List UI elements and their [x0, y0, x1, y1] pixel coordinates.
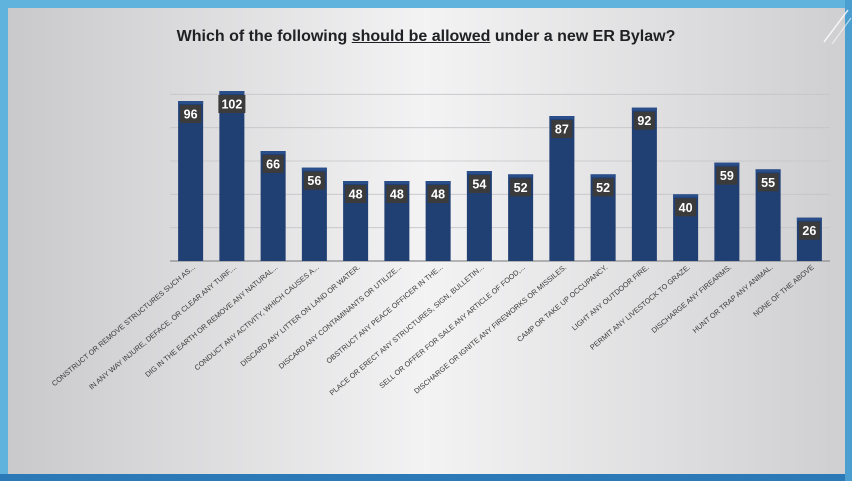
category-tick-label: HUNT OR TRAP ANY ANIMAL.	[691, 263, 775, 335]
data-label-box	[427, 185, 449, 203]
data-label-box	[675, 198, 697, 217]
data-label-box	[592, 178, 614, 197]
bar-top-edge	[343, 181, 369, 184]
data-label: 52	[596, 181, 610, 195]
data-label-box	[798, 221, 820, 240]
bar-top-edge	[549, 116, 575, 119]
bar	[549, 116, 575, 261]
bar-top-edge	[384, 181, 410, 184]
data-label-box	[386, 185, 408, 203]
data-label-box	[510, 178, 532, 197]
data-label: 102	[221, 98, 242, 112]
data-label: 40	[679, 201, 693, 215]
data-label-box	[551, 120, 573, 138]
bar-top-edge	[301, 167, 327, 171]
data-label: 66	[266, 158, 280, 172]
chart-title-part-2: under a new ER Bylaw?	[490, 28, 676, 45]
bar-top-edge	[178, 101, 204, 104]
data-label: 52	[514, 181, 528, 195]
data-label: 87	[555, 123, 569, 137]
bar-top-edge	[796, 217, 822, 221]
category-tick-label: DISCHARGE OR IGNITE ANY FIREWORKS OR MIS…	[412, 263, 568, 396]
category-tick-label: SELL OR OFFER FOR SALE ANY ARTICLE OF FO…	[377, 263, 527, 390]
slide-frame-bottom	[0, 474, 852, 481]
corner-decoration	[823, 9, 852, 44]
data-label-box	[633, 111, 655, 130]
chart-title-part-1: Which of the following	[176, 28, 352, 45]
data-label: 92	[637, 114, 651, 128]
data-label: 55	[761, 176, 775, 190]
bar	[631, 107, 657, 262]
data-label: 48	[349, 188, 363, 202]
bar	[219, 91, 245, 261]
bar-top-edge	[755, 169, 781, 173]
category-tick-label: DISCHARGE ANY FIREARMS.	[650, 263, 734, 335]
data-label: 26	[802, 224, 816, 238]
slide-frame-left	[0, 0, 8, 481]
data-label-box	[180, 105, 202, 123]
data-label-box	[468, 175, 490, 193]
data-label-box	[716, 166, 738, 185]
data-label-box	[345, 185, 367, 203]
bar-top-edge	[714, 162, 740, 166]
data-label: 59	[720, 169, 734, 183]
bar-top-edge	[673, 194, 699, 198]
slide-frame-top	[0, 0, 852, 8]
data-label: 54	[472, 178, 486, 192]
category-tick-label: PLACE OR ERECT ANY STRUCTURES, SIGN, BUL…	[328, 263, 486, 398]
bar-top-edge	[590, 174, 616, 178]
bar-top-edge	[219, 91, 245, 94]
data-label-box	[757, 173, 779, 192]
bar-top-edge	[425, 181, 451, 184]
data-label: 48	[431, 188, 445, 202]
category-tick-label: CONSTRUCT OR REMOVE STRUCTURES SUCH AS..…	[50, 263, 197, 388]
category-tick-label: IN ANY WAY INJURE, DEFACE, OR CLEAR ANY …	[87, 263, 238, 392]
data-label: 48	[390, 188, 404, 202]
slide-frame-right	[845, 0, 852, 481]
bar-top-edge	[466, 171, 492, 174]
data-label-box	[303, 171, 325, 190]
chart-title: Which of the following should be allowed…	[0, 28, 852, 46]
bar	[178, 101, 204, 261]
chart-title-underlined: should be allowed	[351, 28, 491, 45]
bar-top-edge	[260, 151, 286, 154]
data-label: 96	[184, 108, 198, 122]
category-tick-label: LIGHT ANY OUTDOOR FIRE.	[570, 263, 651, 333]
data-label-box	[262, 155, 284, 173]
bars: 96 102 66 56 48 48 48 54 52 87 52 92 40 59 55 26	[178, 91, 822, 262]
data-label: 56	[307, 174, 321, 188]
category-tick-labels: CONSTRUCT OR REMOVE STRUCTURES SUCH AS..…	[50, 263, 816, 398]
data-label-box	[218, 95, 246, 113]
bar-top-edge	[508, 174, 534, 178]
bar-top-edge	[631, 107, 657, 111]
